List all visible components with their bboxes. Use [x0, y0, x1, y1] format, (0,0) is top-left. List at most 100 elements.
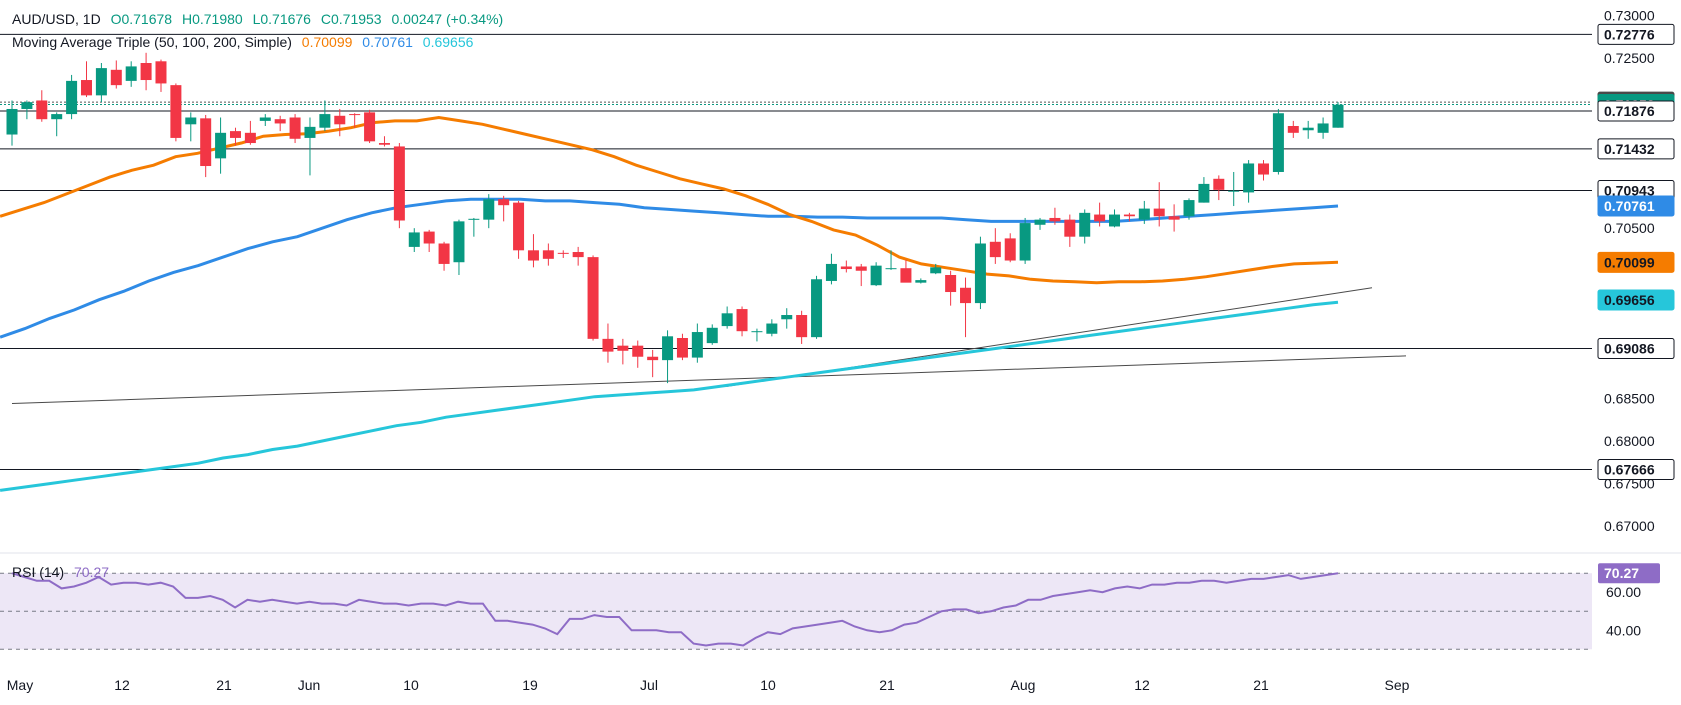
- candle: [900, 259, 912, 283]
- candle-body: [1034, 219, 1046, 225]
- candle-body: [423, 231, 435, 244]
- candle: [1302, 120, 1314, 139]
- candle-body: [1094, 214, 1106, 222]
- ma200-value: 0.69656: [422, 34, 474, 50]
- price-axis[interactable]: 0.730000.725000.705000.685000.680000.675…: [1597, 7, 1675, 638]
- candle-body: [36, 100, 48, 120]
- candle-body: [1198, 183, 1210, 203]
- candle: [259, 114, 271, 127]
- candle: [781, 308, 793, 329]
- candle: [1213, 175, 1225, 201]
- candle-body: [766, 323, 778, 334]
- ma-label: Moving Average Triple (50, 100, 200, Sim…: [12, 34, 292, 50]
- candle: [185, 112, 197, 142]
- candle-body: [483, 199, 495, 220]
- candle-body: [1258, 163, 1270, 175]
- candle: [393, 143, 405, 229]
- candle-body: [229, 131, 241, 138]
- candle: [95, 63, 107, 103]
- price-label-text: 0.70099: [1604, 254, 1655, 270]
- candle: [617, 338, 629, 365]
- time-tick-label: 21: [1253, 677, 1269, 693]
- candle: [110, 60, 122, 89]
- candle: [542, 243, 554, 266]
- candle-body: [125, 66, 137, 81]
- candle-body: [915, 280, 927, 283]
- price-tick-label: 0.68000: [1604, 433, 1655, 449]
- candle-body: [1287, 126, 1299, 133]
- candle: [1287, 120, 1299, 138]
- candle-body: [21, 102, 33, 109]
- candle: [989, 228, 1001, 264]
- time-tick-label: Jul: [640, 677, 658, 693]
- candle-body: [989, 241, 1001, 258]
- candle-body: [721, 313, 733, 327]
- ma50-value: 0.70099: [301, 34, 353, 50]
- price-label-line: 0.72776: [1597, 23, 1675, 45]
- candle-body: [95, 68, 107, 96]
- candle: [6, 100, 18, 146]
- high-value: H0.71980: [181, 11, 243, 27]
- candle-body: [66, 80, 78, 115]
- candle-body: [304, 126, 316, 138]
- candle: [1228, 171, 1240, 207]
- candle: [483, 194, 495, 229]
- candle: [676, 333, 688, 361]
- candle-body: [393, 146, 405, 221]
- candle-body: [587, 257, 599, 339]
- ma-legend: Moving Average Triple (50, 100, 200, Sim…: [12, 34, 479, 50]
- candle-body: [1332, 104, 1344, 128]
- price-label-box: [1597, 251, 1675, 273]
- price-label-text: 0.69086: [1604, 341, 1655, 357]
- candle-body: [1213, 178, 1225, 190]
- candle: [572, 246, 584, 266]
- candle: [1123, 212, 1135, 222]
- candle-body: [691, 332, 703, 358]
- candle: [527, 234, 539, 268]
- candle: [691, 323, 703, 363]
- price-label-text: 0.69656: [1604, 292, 1655, 308]
- candle-body: [468, 218, 480, 220]
- price-label-line: 0.69086: [1597, 338, 1675, 360]
- candle: [796, 310, 808, 344]
- candle: [513, 200, 525, 259]
- candle: [915, 278, 927, 284]
- price-label-line: 0.71876: [1597, 100, 1675, 122]
- candle: [378, 136, 390, 147]
- candle: [1243, 160, 1255, 203]
- candle-body: [855, 266, 867, 271]
- candle: [408, 228, 420, 253]
- sma100-line: [0, 197, 1339, 339]
- candle-body: [378, 143, 390, 145]
- sma200-line: [0, 300, 1339, 492]
- price-label-box: [1597, 100, 1675, 122]
- candle: [930, 263, 942, 275]
- candle: [349, 113, 361, 128]
- time-axis[interactable]: May 12 21 Jun 10 19 Jul 10 21 Aug 12 21 Sep: [7, 677, 1410, 693]
- price-label-box: [1597, 138, 1675, 160]
- candle: [1019, 217, 1031, 264]
- time-tick-label: 10: [403, 677, 419, 693]
- candle: [1258, 160, 1270, 181]
- candle: [751, 328, 763, 342]
- candle-body: [408, 232, 420, 247]
- candle-body: [1138, 208, 1150, 220]
- rsi-pane[interactable]: [0, 572, 1592, 650]
- candle-body: [796, 315, 808, 338]
- price-label-text: 0.70943: [1604, 182, 1655, 198]
- candle-body: [572, 252, 584, 258]
- candle-body: [498, 199, 510, 206]
- candle: [304, 117, 316, 176]
- price-label-text: 0.67666: [1604, 461, 1655, 477]
- candle: [36, 90, 48, 122]
- candle-body: [811, 279, 823, 338]
- candle-body: [289, 117, 301, 139]
- candle-body: [1302, 127, 1314, 131]
- price-pane[interactable]: [0, 33, 1681, 554]
- candle: [945, 270, 957, 306]
- candle: [721, 306, 733, 329]
- price-tick-label: 0.70500: [1604, 220, 1655, 236]
- ohlc-legend: AUD/USD, 1D O0.71678 H0.71980 L0.71676 C…: [12, 11, 509, 27]
- candle-body: [1168, 216, 1180, 220]
